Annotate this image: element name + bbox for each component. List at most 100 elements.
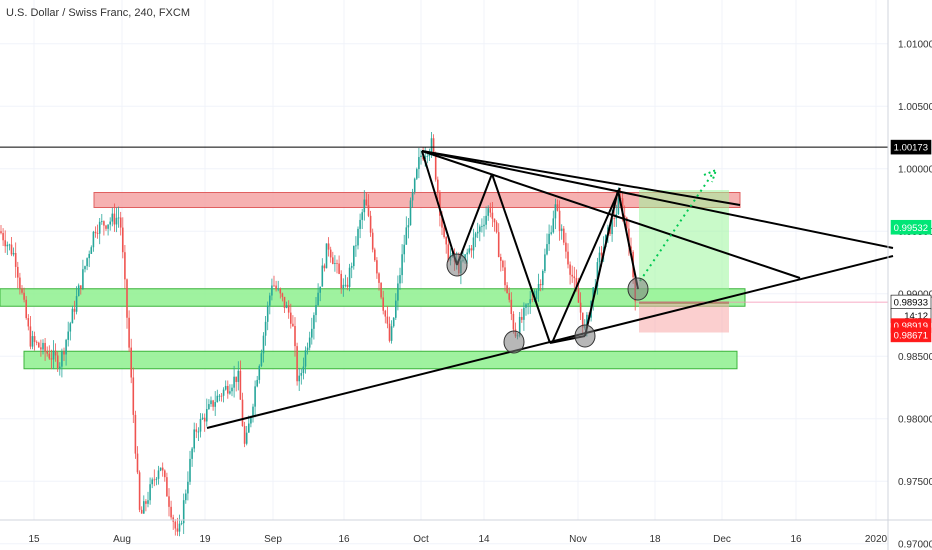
candle-body	[546, 244, 548, 255]
candle-body	[243, 426, 246, 444]
candle-body	[395, 300, 397, 318]
candle-body	[445, 237, 447, 245]
candle-body	[544, 254, 546, 272]
candle-body	[191, 448, 193, 459]
candle-body	[115, 217, 118, 225]
time-axis: 15 Aug 19 Sep 16 Oct 14 Nov 18 Dec 16 2020	[0, 519, 932, 545]
candle-body	[399, 275, 401, 284]
candle-body	[214, 402, 216, 407]
candle-body	[227, 385, 229, 394]
pattern-segment	[456, 173, 493, 266]
candle-body	[124, 252, 126, 280]
candle-body	[323, 265, 326, 269]
candle-body	[476, 231, 479, 234]
candle-body	[182, 500, 185, 524]
candle-body	[111, 213, 114, 222]
candle-body	[155, 478, 158, 480]
candle-body	[497, 232, 500, 258]
candle-body	[411, 192, 414, 201]
price-tag	[890, 139, 932, 155]
candle-body	[166, 477, 168, 497]
grid	[0, 0, 888, 545]
price-tag-label: 0.99532	[894, 223, 928, 234]
candle-body	[504, 267, 506, 286]
candle-body	[397, 283, 399, 301]
price-tag-label: 0.98933	[894, 298, 928, 309]
candle-body	[84, 266, 86, 270]
candle-body	[239, 370, 242, 400]
candle-body	[222, 389, 225, 396]
candle-body	[575, 278, 578, 290]
candle-body	[527, 303, 529, 305]
candle-body	[586, 314, 588, 327]
candle-body	[287, 305, 290, 313]
candle-body	[193, 429, 195, 449]
candle-body	[178, 523, 181, 532]
candle-body	[149, 484, 151, 501]
candle-body	[119, 217, 122, 228]
candle-body	[468, 248, 471, 253]
candle-body	[542, 271, 544, 286]
candle-body	[147, 500, 149, 504]
candle-body	[409, 200, 412, 226]
candle-body	[294, 326, 296, 347]
candle-body	[413, 178, 416, 193]
candle-body	[554, 204, 557, 219]
candle-body	[630, 246, 632, 252]
candle-body	[94, 231, 97, 234]
candle-body	[384, 310, 387, 317]
candle-body	[437, 179, 439, 193]
candle-body	[19, 277, 21, 289]
candle-body	[365, 199, 368, 206]
candle-body	[416, 169, 418, 179]
candle-body	[386, 316, 389, 324]
candle-body	[529, 299, 531, 304]
candle-body	[63, 351, 65, 355]
candle-body	[203, 417, 206, 422]
candle-body	[151, 479, 153, 485]
candle-body	[407, 225, 410, 228]
candle-body	[86, 258, 88, 267]
candle-body	[510, 299, 513, 314]
candle-body	[101, 221, 103, 222]
candle-body	[317, 292, 319, 306]
candle-body	[495, 222, 498, 233]
candle-body	[134, 414, 137, 454]
upper-trendline	[421, 150, 894, 249]
candle-body	[170, 506, 172, 518]
candle-body	[535, 290, 538, 299]
candle-body	[42, 342, 44, 350]
candle-body	[560, 228, 563, 231]
x-tick-label: Oct	[413, 534, 429, 545]
top-line	[421, 150, 741, 206]
candle-body	[229, 391, 231, 394]
candle-body	[201, 417, 204, 420]
candle-body	[6, 244, 9, 247]
candle-body	[52, 350, 55, 360]
candle-body	[600, 252, 603, 256]
x-tick-label: Aug	[113, 534, 131, 545]
candle-body	[485, 215, 487, 225]
candle-body	[90, 247, 93, 254]
candle-body	[212, 400, 214, 407]
candle-body	[208, 404, 210, 410]
candle-body	[128, 317, 130, 348]
candle-body	[472, 237, 475, 251]
pivot-marker	[574, 324, 596, 348]
candle-body	[195, 429, 198, 432]
candle-body	[168, 496, 170, 507]
candle-body	[567, 251, 569, 265]
candle-body	[342, 284, 345, 289]
candle-body	[336, 263, 338, 264]
x-tick-label: Nov	[569, 534, 587, 545]
pivot-marker	[627, 277, 649, 301]
candle-body	[260, 353, 263, 366]
candle-body	[245, 432, 248, 444]
candle-body	[290, 312, 292, 324]
candle-body	[46, 351, 48, 354]
candle-body	[153, 479, 156, 481]
candle-body	[371, 232, 374, 250]
candle-body	[75, 296, 78, 312]
candle-body	[344, 284, 347, 286]
